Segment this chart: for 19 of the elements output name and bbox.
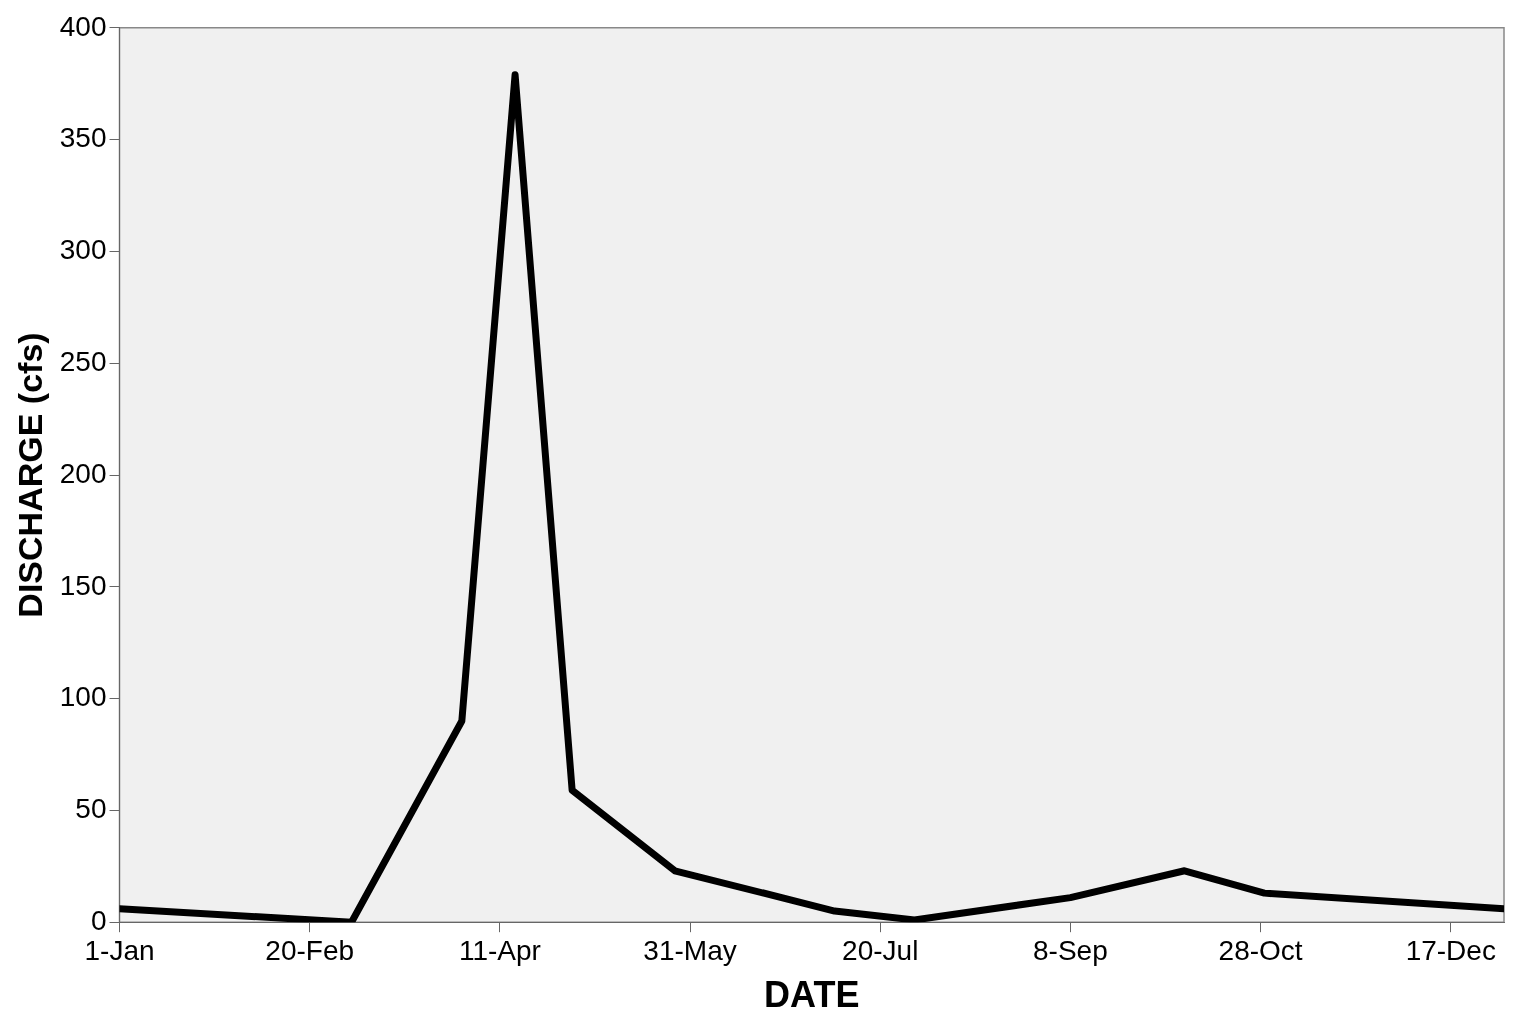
x-tick-label: 17-Dec: [1405, 934, 1496, 966]
y-axis-title: DISCHARGE (cfs): [10, 332, 49, 618]
x-tick-label: 20-Jul: [842, 934, 919, 966]
x-tick-label: 1-Jan: [84, 934, 155, 966]
x-axis-title: DATE: [764, 974, 860, 1016]
y-tick-label: 250: [59, 345, 107, 377]
y-tick-label: 100: [59, 681, 107, 713]
y-tick-label: 200: [59, 457, 107, 489]
y-tick-label: 0: [90, 904, 107, 936]
x-tick-label: 28-Oct: [1218, 934, 1303, 966]
x-tick-label: 20-Feb: [265, 934, 355, 966]
x-tick-label: 11-Apr: [458, 934, 541, 966]
y-tick-label: 350: [59, 122, 107, 154]
y-tick-label: 50: [75, 793, 107, 825]
x-tick-label: 8-Sep: [1033, 934, 1108, 966]
x-tick-label: 31-May: [643, 934, 737, 966]
y-tick-label: 400: [59, 10, 107, 42]
y-tick-label: 300: [59, 234, 107, 266]
y-tick-label: 150: [59, 569, 107, 601]
